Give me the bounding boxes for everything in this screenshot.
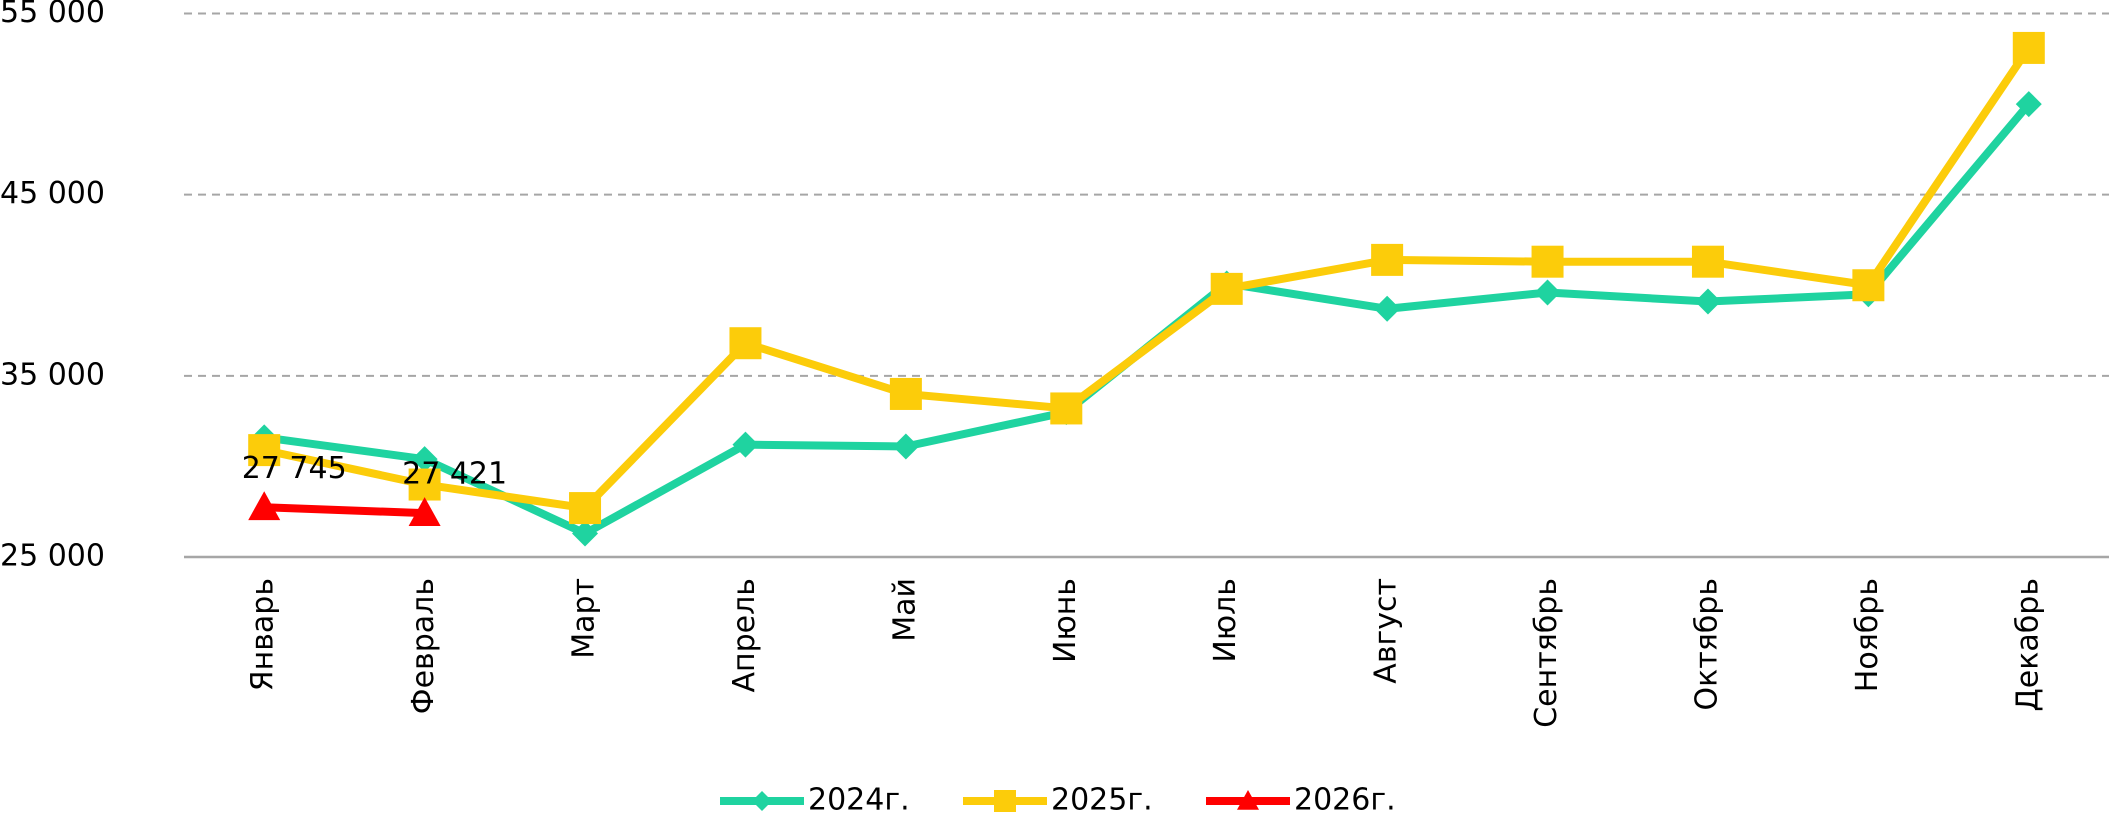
x-tick-label: Декабрь	[2010, 578, 2045, 712]
x-tick-label: Июнь	[1048, 578, 1083, 663]
marker	[2015, 91, 2042, 118]
x-tick-label: Январь	[246, 578, 281, 691]
series-line	[264, 503, 425, 518]
marker	[248, 434, 281, 467]
x-tick-label: Ноябрь	[1850, 578, 1885, 692]
marker	[1371, 243, 1404, 276]
marker	[1210, 272, 1243, 305]
marker	[1852, 269, 1885, 302]
marker	[408, 497, 441, 526]
legend-label: 2024г.	[808, 783, 910, 814]
x-tick-label: Апрель	[727, 578, 762, 693]
legend-label: 2025г.	[1051, 783, 1153, 814]
x-tick-label: Июль	[1208, 578, 1243, 663]
data-label: 27 421	[402, 457, 507, 492]
y-tick-label: 35 000	[0, 357, 105, 392]
marker	[889, 377, 922, 410]
marker	[1237, 790, 1259, 810]
y-tick-label: 55 000	[0, 0, 105, 30]
series-line	[263, 101, 2032, 538]
marker	[892, 433, 919, 460]
x-tick-label: Май	[887, 578, 922, 642]
legend-label: 2026г.	[1294, 783, 1396, 814]
marker	[732, 431, 759, 458]
y-tick-label: 25 000	[0, 539, 105, 574]
y-tick-label: 45 000	[0, 176, 105, 211]
series-line	[263, 45, 2033, 513]
marker	[408, 468, 441, 501]
marker	[1694, 288, 1721, 315]
x-tick-label: Март	[567, 578, 602, 659]
marker	[729, 327, 762, 360]
data-label: 27 745	[242, 451, 347, 486]
x-tick-label: Сентябрь	[1529, 578, 1564, 728]
marker	[1691, 245, 1724, 278]
marker	[569, 492, 602, 525]
marker	[1534, 279, 1561, 306]
marker	[572, 520, 599, 547]
marker	[1374, 295, 1401, 322]
x-tick-label: Февраль	[406, 578, 441, 714]
marker	[411, 446, 438, 473]
marker	[752, 791, 772, 811]
x-tick-label: Август	[1369, 578, 1404, 684]
x-tick-label: Октябрь	[1689, 578, 1724, 710]
marker	[994, 790, 1016, 812]
marker	[1531, 245, 1564, 278]
marker	[2012, 31, 2045, 64]
marker	[1050, 392, 1083, 425]
marker	[248, 491, 281, 521]
